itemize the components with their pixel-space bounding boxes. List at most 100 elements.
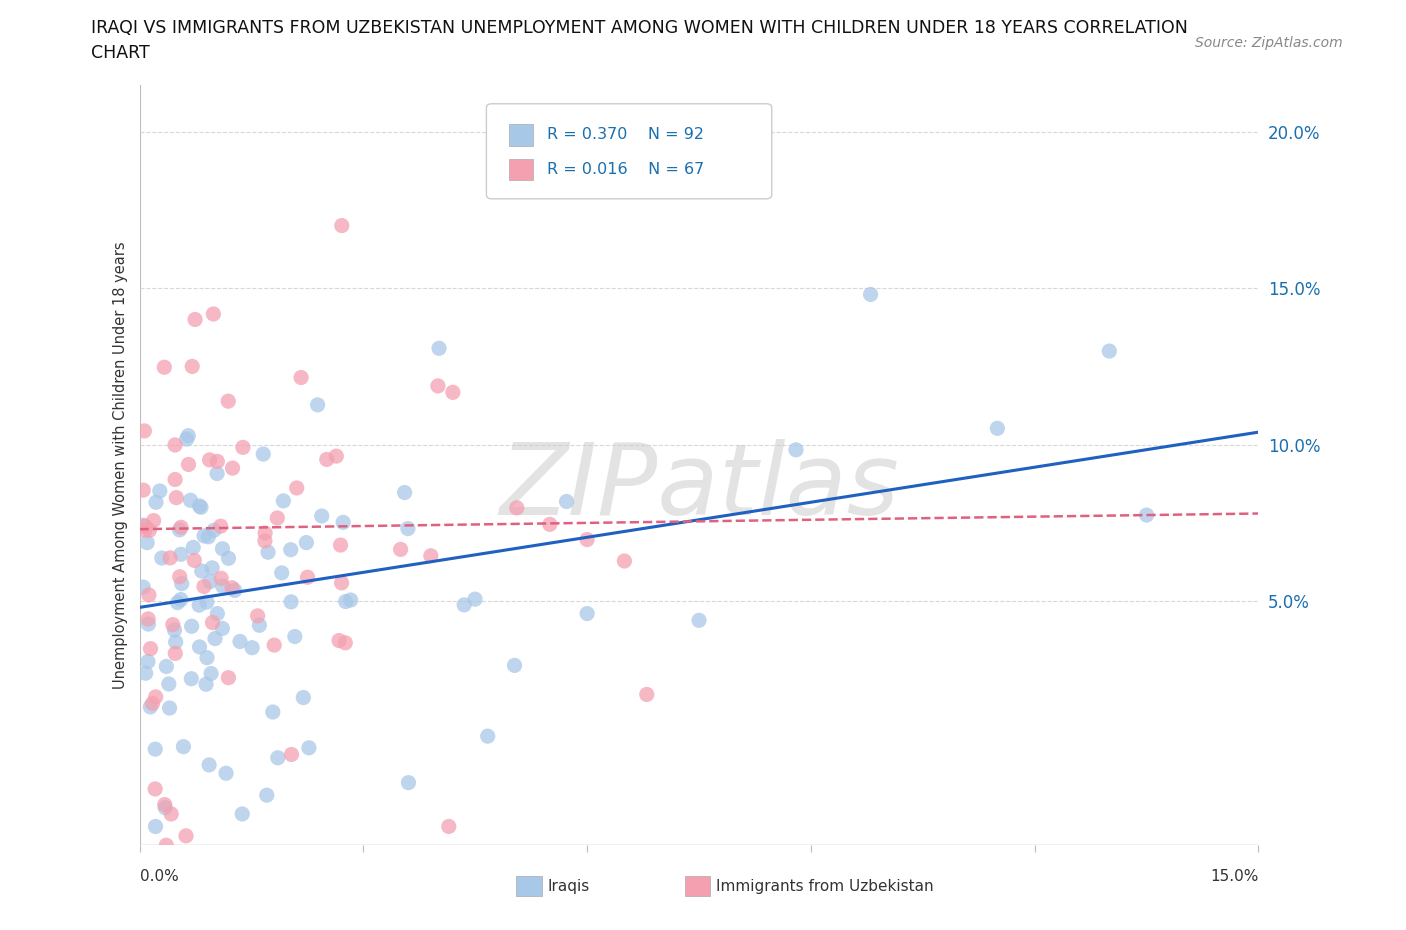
Text: 15.0%: 15.0%: [1211, 869, 1258, 883]
Point: [398, 776, 420, 790]
Point: [389, 542, 412, 557]
Point: [157, 676, 180, 691]
Point: [396, 521, 419, 536]
Point: [139, 699, 162, 714]
Point: [180, 618, 202, 633]
Point: [240, 640, 263, 655]
Point: [426, 379, 449, 393]
Y-axis label: Unemployment Among Women with Children Under 18 years: Unemployment Among Women with Children U…: [114, 241, 128, 689]
Point: [538, 517, 561, 532]
Point: [179, 493, 201, 508]
Point: [193, 528, 215, 543]
Point: [202, 307, 225, 322]
Point: [177, 428, 200, 443]
Point: [986, 421, 1008, 436]
Point: [453, 597, 475, 612]
Point: [165, 634, 187, 649]
Point: [262, 705, 284, 720]
Point: [335, 635, 357, 650]
Point: [170, 520, 193, 535]
Point: [209, 571, 232, 586]
Point: [339, 592, 361, 607]
Point: [198, 757, 221, 772]
Point: [231, 806, 253, 821]
Point: [221, 460, 243, 475]
Point: [311, 509, 333, 524]
Point: [280, 594, 302, 609]
Point: [188, 598, 211, 613]
Point: [159, 551, 181, 565]
Point: [613, 553, 636, 568]
Point: [284, 629, 307, 644]
Point: [190, 499, 212, 514]
Point: [266, 511, 288, 525]
Point: [197, 529, 219, 544]
Point: [180, 671, 202, 686]
Point: [136, 536, 159, 551]
Point: [217, 393, 239, 408]
Point: [441, 385, 464, 400]
Point: [169, 523, 191, 538]
Point: [190, 564, 212, 578]
Point: [256, 788, 278, 803]
Point: [138, 523, 160, 538]
Point: [143, 742, 166, 757]
Point: [211, 578, 233, 593]
Point: [201, 561, 224, 576]
Point: [253, 534, 276, 549]
Point: [263, 638, 285, 653]
Point: [200, 666, 222, 681]
Point: [292, 690, 315, 705]
Point: [181, 540, 204, 555]
Point: [177, 457, 200, 472]
Point: [134, 423, 156, 438]
Point: [170, 592, 193, 607]
Point: [207, 454, 229, 469]
Point: [280, 542, 302, 557]
Point: [143, 781, 166, 796]
Text: R = 0.016    N = 67: R = 0.016 N = 67: [547, 162, 704, 177]
Point: [205, 466, 228, 481]
Point: [172, 739, 194, 754]
Point: [254, 525, 277, 540]
Point: [295, 535, 318, 550]
Point: [169, 569, 191, 584]
Point: [506, 500, 529, 515]
Point: [297, 570, 319, 585]
Point: [195, 650, 218, 665]
Point: [163, 622, 186, 637]
Point: [273, 494, 295, 509]
Point: [211, 621, 233, 636]
Point: [165, 646, 187, 661]
Point: [170, 547, 193, 562]
Point: [165, 490, 187, 505]
Point: [201, 615, 224, 630]
Point: [394, 485, 416, 500]
Point: [163, 437, 186, 452]
Point: [224, 583, 246, 598]
Point: [246, 608, 269, 623]
Point: [1135, 508, 1157, 523]
Point: [329, 538, 352, 552]
Point: [174, 829, 197, 844]
Point: [330, 576, 353, 591]
Point: [198, 452, 221, 467]
Point: [211, 541, 233, 556]
Point: [132, 518, 155, 533]
Text: ZIPatlas: ZIPatlas: [499, 439, 898, 537]
Point: [136, 654, 159, 669]
Point: [159, 700, 181, 715]
Point: [136, 611, 159, 626]
Point: [335, 594, 357, 609]
Point: [437, 819, 460, 834]
Point: [785, 443, 807, 458]
Point: [188, 640, 211, 655]
Bar: [509, 158, 533, 179]
Point: [138, 588, 160, 603]
Point: [195, 677, 218, 692]
Point: [477, 729, 499, 744]
Point: [142, 513, 165, 528]
Point: [209, 519, 232, 534]
Point: [636, 687, 658, 702]
Text: 0.0%: 0.0%: [139, 869, 179, 883]
